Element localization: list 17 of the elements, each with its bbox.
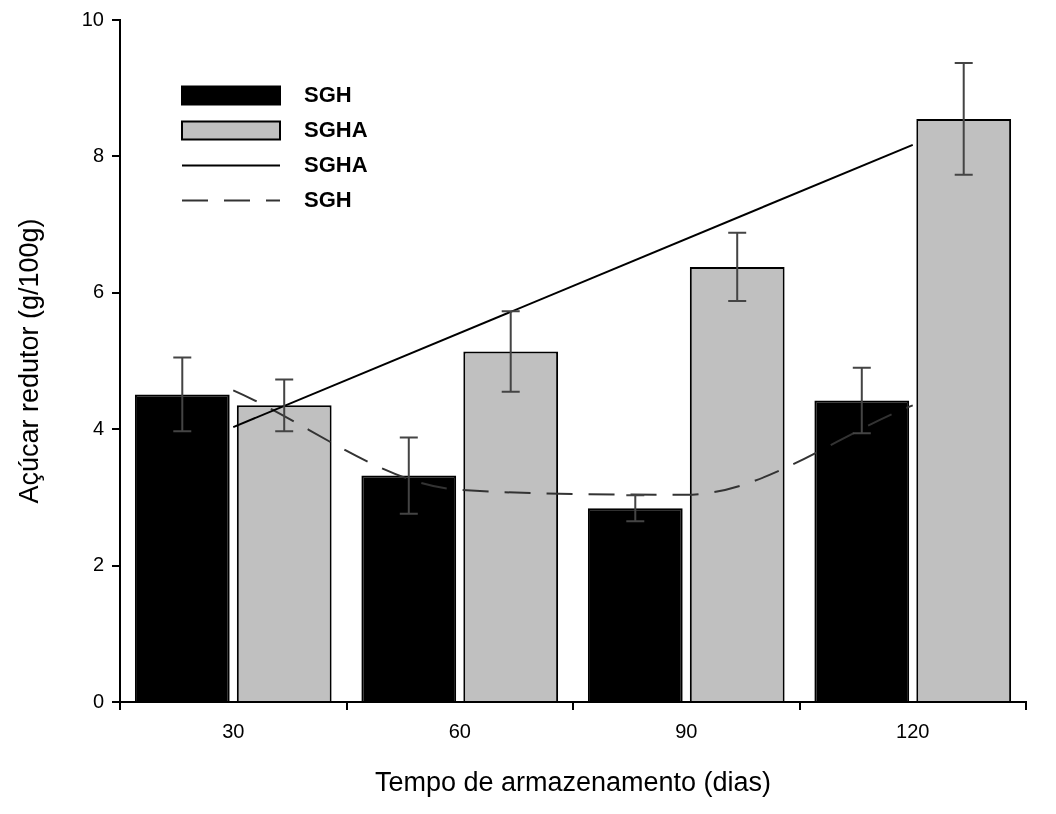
x-axis-title: Tempo de armazenamento (dias) [374, 767, 772, 798]
y-tick-label: 4 [92, 416, 104, 439]
x-tick-label: 60 [448, 719, 471, 742]
y-tick-label: 0 [92, 689, 104, 712]
y-axis-title: Açúcar redutor (g/100g) [13, 218, 44, 504]
y-tick-label: 8 [92, 143, 104, 166]
legend-label: SGH [304, 81, 352, 107]
y-tick-label: 6 [92, 280, 104, 303]
x-tick-label: 30 [222, 719, 245, 742]
legend-label: SGH [304, 186, 352, 212]
x-tick-label: 90 [675, 719, 698, 742]
y-tick-label: 10 [81, 7, 104, 30]
x-tick-label: 120 [896, 719, 930, 742]
line-series [232, 389, 914, 496]
legend-label: SGHA [304, 116, 368, 142]
legend-label: SGHA [304, 151, 368, 177]
y-tick-label: 2 [92, 553, 104, 576]
